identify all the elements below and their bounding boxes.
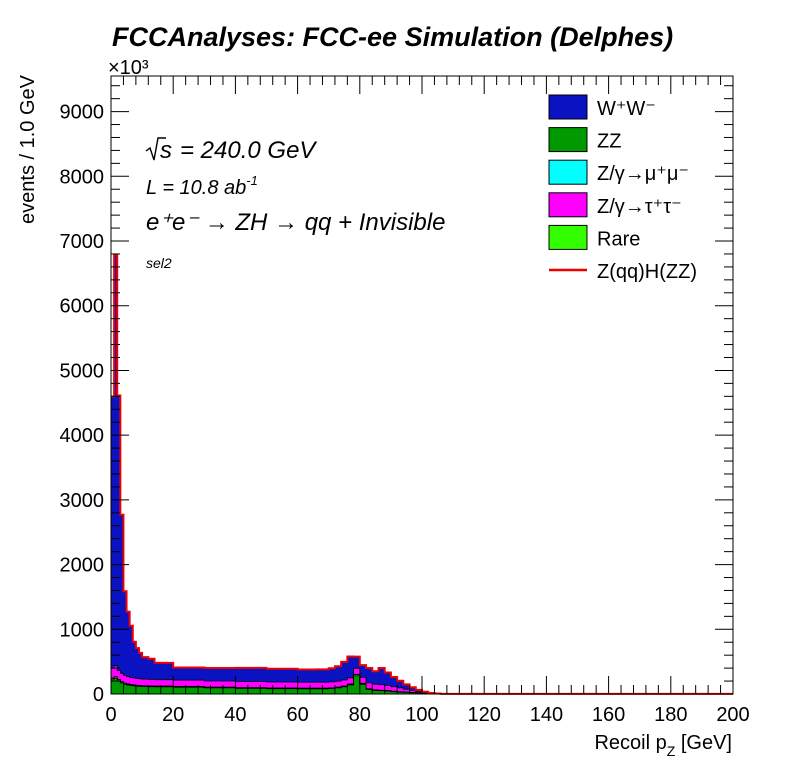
legend-label-rare: Rare (597, 228, 640, 250)
x-tick-label: 160 (592, 704, 625, 726)
legend-swatch-zz (548, 127, 588, 153)
stack-area-ww (110, 254, 734, 695)
stack-area-zz (110, 675, 734, 695)
x-tick-label: 180 (654, 704, 687, 726)
selection-label: sel2 (146, 255, 172, 271)
x-tick-label: 200 (716, 704, 749, 726)
x-tick-label: 40 (224, 704, 246, 726)
legend-swatch-zmumu (548, 159, 588, 185)
sqrt-s-value: = 240.0 GeV (180, 137, 317, 164)
luminosity-label: L = 10.8 ab-1 (146, 173, 258, 199)
y-tick-label: 3000 (60, 490, 105, 512)
x-tick-label: 0 (105, 704, 116, 726)
y-axis-ticks: 0 1000 2000 3000 4000 5000 6000 7000 8000 9000 (60, 85, 733, 706)
sqrt-s-annotation: s = 240.0 GeV (145, 137, 317, 164)
legend-swatch-ztautau (548, 192, 588, 218)
legend-label-ztautau: Z/γ→τ⁺τ⁻ (597, 196, 682, 218)
x-tick-label: 140 (530, 704, 563, 726)
process-label: e⁺e⁻ → ZH → qq + Invisible (146, 209, 445, 236)
x-tick-label: 100 (405, 704, 438, 726)
x-axis-label: Recoil pZ [GeV] (594, 732, 732, 759)
y-axis-label: events / 1.0 GeV (17, 74, 39, 224)
y-tick-label: 6000 (60, 296, 105, 318)
x-tick-label: 20 (162, 704, 184, 726)
sqrt-s-variable: s (160, 137, 172, 164)
legend-label-zmumu: Z/γ→μ⁺μ⁻ (597, 163, 689, 185)
signal-line-group (111, 253, 733, 695)
stack-area-ztautau (110, 665, 734, 695)
y-tick-label: 0 (93, 684, 104, 706)
legend-label-zz: ZZ (597, 131, 621, 153)
y-tick-label: 9000 (60, 102, 105, 124)
sqrt-symbol-icon (145, 137, 166, 161)
legend-swatch-ww (548, 94, 588, 120)
y-tick-label: 5000 (60, 360, 105, 382)
legend: W⁺W⁻ ZZ Z/γ→μ⁺μ⁻ Z/γ→τ⁺τ⁻ Rare Z(qq)H(ZZ) (548, 94, 697, 283)
y-tick-label: 1000 (60, 619, 105, 641)
y-tick-label: 8000 (60, 166, 105, 188)
legend-label-signal: Z(qq)H(ZZ) (597, 261, 697, 283)
signal-line (111, 253, 733, 695)
chart-title: FCCAnalyses: FCC-ee Simulation (Delphes) (112, 22, 673, 52)
y-tick-label: 2000 (60, 555, 105, 577)
x-tick-label: 60 (286, 704, 308, 726)
legend-label-ww: W⁺W⁻ (597, 98, 656, 120)
y-tick-label: 4000 (60, 425, 105, 447)
y-tick-label: 7000 (60, 231, 105, 253)
x-tick-label: 120 (468, 704, 501, 726)
x-axis-ticks: 0 20 40 60 80 100 120 140 160 180 200 (105, 76, 750, 726)
stacked-fills (110, 254, 734, 695)
y-exponent-label: ×10³ (108, 57, 149, 79)
x-tick-label: 80 (349, 704, 371, 726)
legend-swatch-rare (548, 224, 588, 250)
